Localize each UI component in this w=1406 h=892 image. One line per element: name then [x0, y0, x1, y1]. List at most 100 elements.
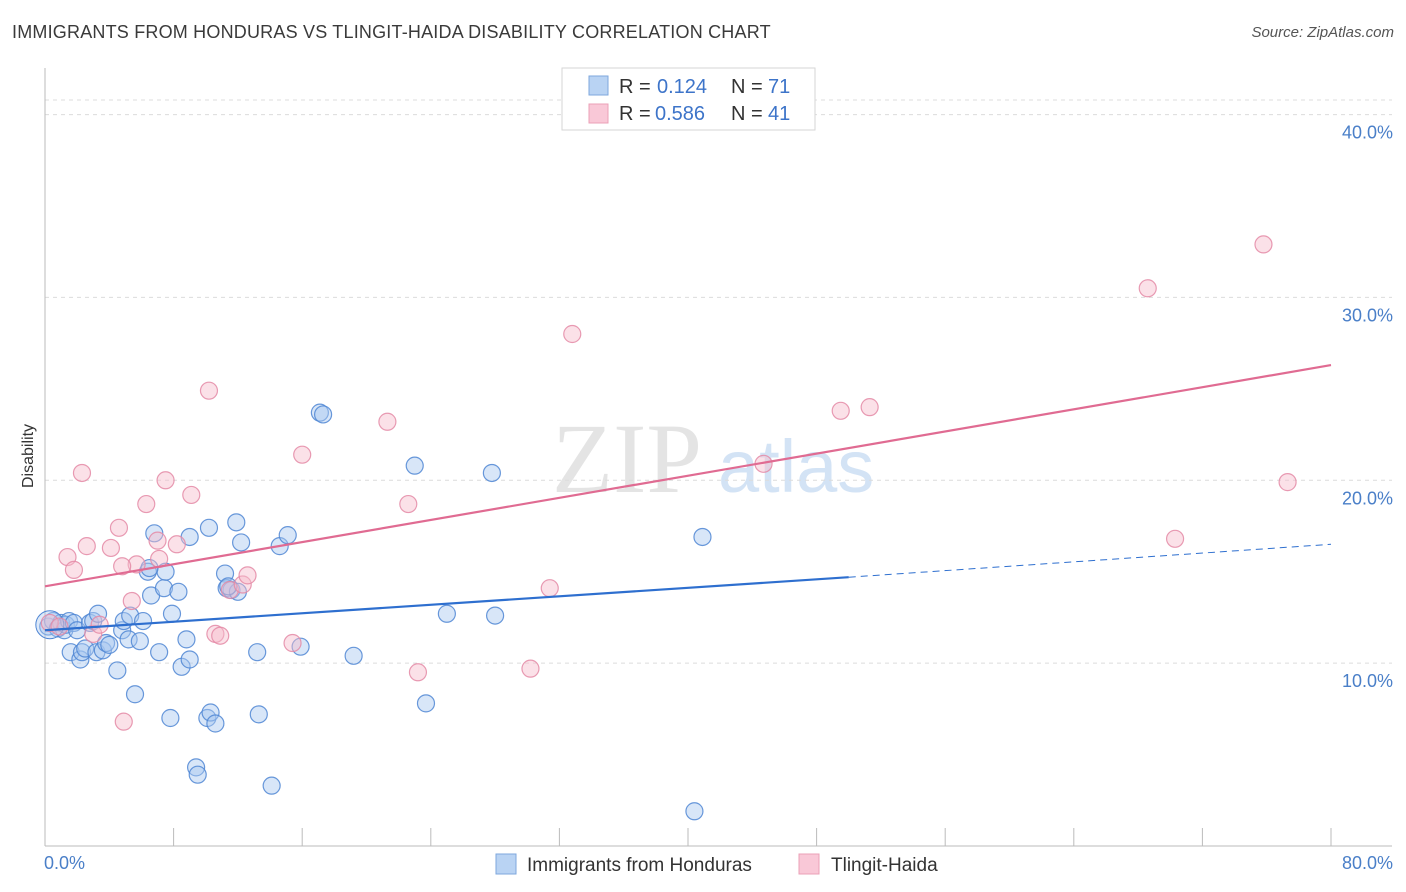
y-tick-label: 30.0% [1342, 305, 1393, 325]
legend-swatch-honduras [588, 75, 609, 96]
data-point-honduras [162, 604, 182, 623]
data-point-honduras [249, 705, 268, 724]
trend-line-tlingit [44, 364, 1332, 588]
data-point-tlingit [521, 659, 540, 678]
bottom-legend-swatch-tlingit [798, 853, 820, 875]
legend-r-value-1: 0.124 [657, 76, 707, 98]
data-point-honduras [416, 694, 436, 713]
data-point-tlingit [127, 555, 146, 574]
legend-n-label-1: N = [731, 76, 763, 98]
data-point-tlingit [233, 575, 252, 594]
data-point-tlingit [50, 617, 69, 636]
legend-n-label-2: N = [731, 103, 763, 125]
data-point-tlingit [64, 560, 84, 579]
data-point-tlingit [831, 401, 850, 420]
data-point-honduras [188, 765, 207, 784]
legend-swatch-tlingit [588, 103, 609, 124]
data-point-honduras [206, 714, 225, 733]
data-point-honduras [100, 635, 119, 654]
data-point-honduras [201, 703, 220, 722]
data-point-tlingit [283, 633, 302, 653]
data-point-tlingit [109, 518, 129, 537]
data-point-tlingit [408, 663, 428, 682]
data-point-honduras [71, 650, 90, 669]
data-point-honduras [437, 604, 456, 623]
data-point-honduras [278, 526, 297, 545]
series-tlingit-points [40, 235, 1297, 731]
y-tick-label: 10.0% [1342, 671, 1393, 691]
legend-r-label-2: R = [619, 103, 651, 125]
data-point-tlingit [40, 613, 59, 633]
bottom-legend-label-honduras: Immigrants from Honduras [527, 855, 752, 876]
data-point-honduras [169, 582, 188, 601]
x-tick-label-max: 80.0% [1342, 853, 1393, 873]
data-point-honduras [685, 802, 704, 821]
data-point-honduras [130, 632, 149, 651]
data-point-tlingit [113, 557, 132, 576]
source-label: Source: ZipAtlas.com [1251, 24, 1394, 41]
trend-line-honduras [44, 576, 849, 632]
data-point-tlingit [84, 624, 103, 643]
y-tick-labels: 10.0% 20.0% 30.0% 40.0% [1342, 123, 1393, 692]
data-point-tlingit [114, 712, 133, 731]
trend-line-honduras-extrapolated [848, 543, 1332, 578]
y-tick-label: 20.0% [1342, 488, 1393, 508]
data-point-honduras [125, 685, 145, 704]
legend-n-value-1: 71 [768, 76, 790, 98]
data-point-tlingit [137, 494, 156, 514]
data-point-honduras [96, 633, 116, 653]
data-point-honduras [313, 405, 333, 424]
data-point-honduras [177, 630, 196, 649]
data-point-honduras [161, 708, 180, 728]
legend-r-label-1: R = [619, 76, 651, 98]
bottom-legend: Immigrants from Honduras Tlingit-Haida [495, 853, 938, 876]
data-point-tlingit [563, 324, 582, 344]
chart-title: IMMIGRANTS FROM HONDURAS VS TLINGIT-HAID… [12, 22, 771, 42]
data-point-tlingit [238, 566, 257, 585]
top-legend: R = 0.124 N = 71 R = 0.586 N = 41 [561, 67, 816, 131]
data-point-honduras [133, 611, 153, 631]
bottom-legend-label-tlingit: Tlingit-Haida [831, 855, 938, 876]
data-point-honduras [199, 518, 219, 537]
data-point-tlingit [72, 463, 92, 483]
data-point-honduras [344, 646, 363, 665]
data-point-tlingit [1165, 529, 1185, 548]
data-point-tlingit [101, 538, 121, 558]
data-point-tlingit [860, 398, 879, 417]
data-point-tlingit [122, 591, 141, 611]
x-tick-label-min: 0.0% [44, 853, 85, 873]
data-point-tlingit [211, 626, 230, 645]
bottom-legend-swatch-honduras [495, 853, 517, 875]
data-point-honduras [76, 639, 95, 658]
legend-n-value-2: 41 [768, 103, 790, 125]
data-point-tlingit [293, 445, 312, 464]
data-point-tlingit [1278, 473, 1297, 492]
data-point-tlingit [156, 471, 175, 490]
legend-r-value-2: 0.586 [655, 103, 705, 125]
trend-lines [44, 364, 1332, 632]
data-point-honduras [119, 630, 138, 649]
data-point-tlingit [1138, 279, 1157, 298]
data-point-tlingit [77, 537, 96, 556]
data-point-tlingit [540, 579, 559, 598]
data-point-honduras [482, 463, 501, 483]
y-tick-label: 40.0% [1342, 123, 1393, 143]
data-point-tlingit [199, 381, 219, 400]
data-point-honduras [310, 403, 329, 422]
watermark-zip: ZIP [552, 403, 702, 514]
y-axis-label: Disability [20, 424, 37, 488]
data-point-honduras [693, 527, 712, 547]
data-point-honduras [232, 533, 251, 552]
data-point-tlingit [1254, 235, 1273, 254]
data-point-tlingit [167, 535, 186, 554]
data-point-honduras [248, 643, 267, 662]
data-point-honduras [108, 661, 127, 680]
data-point-tlingit [148, 531, 167, 550]
data-point-tlingit [399, 494, 418, 514]
data-point-honduras [486, 606, 505, 625]
x-axis-ticks [44, 828, 1332, 846]
data-point-honduras [187, 758, 206, 777]
data-point-honduras [405, 456, 424, 475]
watermark: ZIP atlas [552, 403, 874, 514]
